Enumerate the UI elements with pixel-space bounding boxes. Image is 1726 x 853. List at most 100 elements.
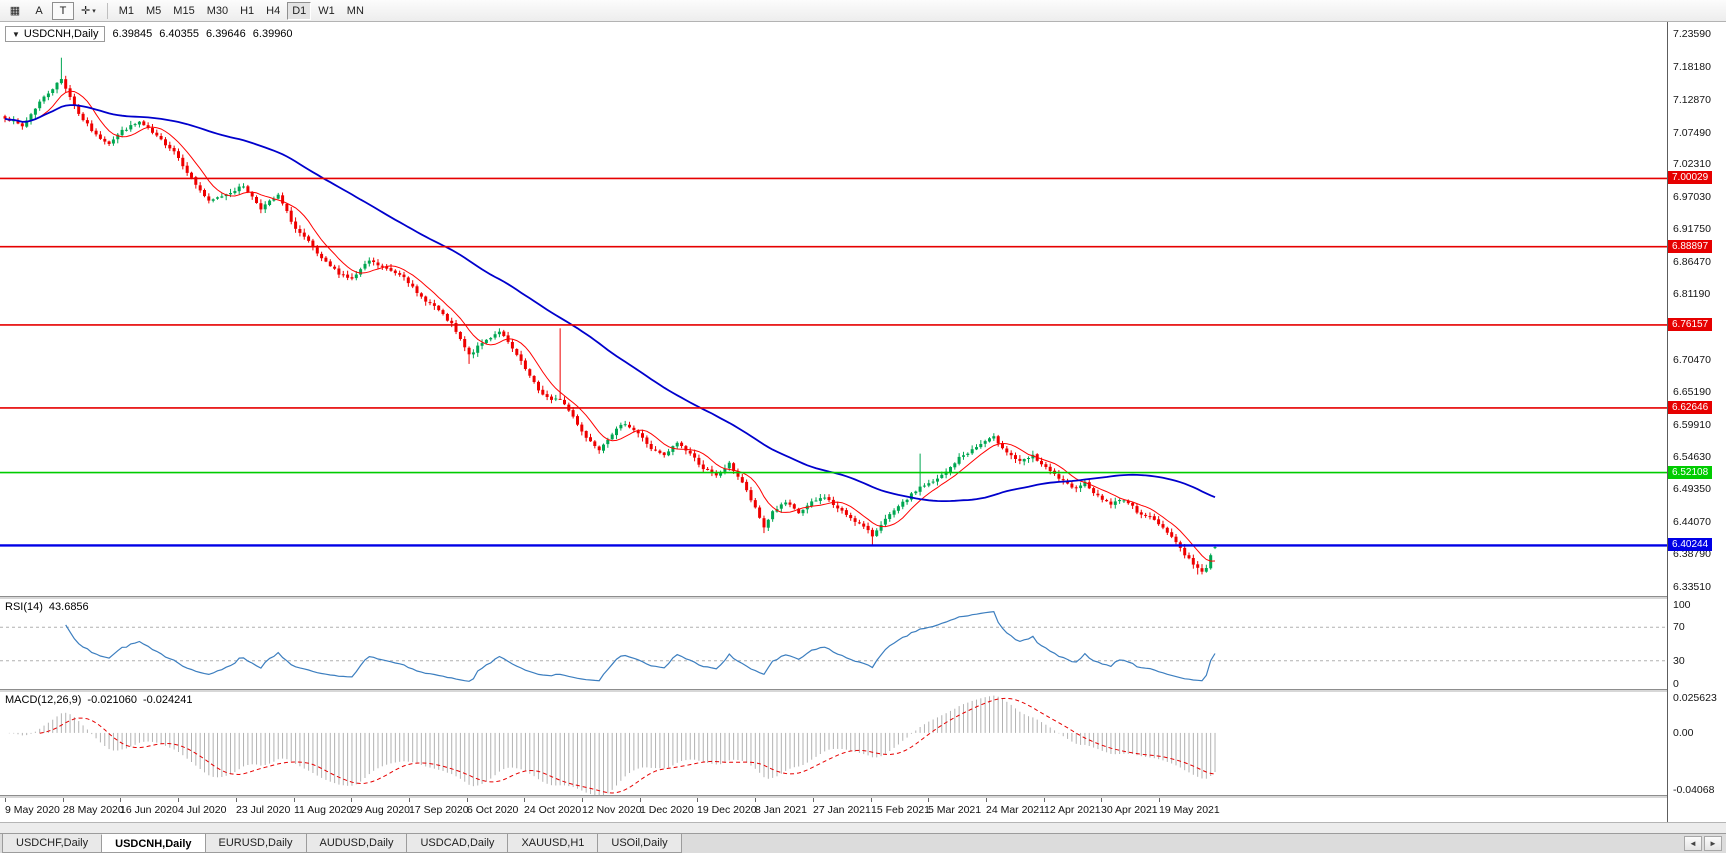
time-axis-tick (5, 798, 6, 802)
chart-region: ▼ USDCNH,Daily 6.39845 6.40355 6.39646 6.39… (0, 22, 1726, 822)
macd-axis-label: 0.025623 (1673, 692, 1717, 704)
panel-separator[interactable] (0, 795, 1726, 798)
timeframes-group: M1 M5 M15 M30 H1 H4 D1 W1 MN (113, 1, 370, 20)
axis-border (1667, 22, 1668, 822)
symbol-selector[interactable]: ▼ USDCNH,Daily (5, 26, 106, 42)
rsi-name: RSI(14) (5, 601, 43, 613)
price-axis-label: 6.91750 (1673, 223, 1711, 236)
chart-tab-audusd-daily[interactable]: AUDUSD,Daily (305, 834, 408, 853)
ohlc-values: 6.39845 6.40355 6.39646 6.39960 (112, 28, 299, 40)
price-axis-label: 6.33510 (1673, 580, 1711, 593)
timeframe-button-m5[interactable]: M5 (146, 4, 162, 17)
date-axis-label: 5 Mar 2021 (928, 804, 982, 816)
ohlc-low: 6.39646 (206, 28, 246, 40)
annotation-tool-button[interactable]: A (28, 2, 50, 20)
price-line-tag: 6.52108 (1668, 466, 1713, 479)
date-axis-label: 11 Aug 2020 (294, 804, 353, 816)
time-axis-tick (1101, 798, 1102, 802)
price-line-tag: 6.88897 (1668, 240, 1713, 253)
macd-indicator-plot[interactable] (0, 692, 1667, 795)
date-axis-label: 28 May 2020 (63, 804, 124, 816)
tab-scroll-right-button[interactable]: ► (1704, 836, 1722, 851)
rsi-current-value: 43.6856 (48, 601, 89, 613)
timeframe-button-h4[interactable]: H4 (266, 4, 281, 17)
price-axis-main[interactable]: 7.23590 7.18180 7.12870 7.07490 7.02310 6.970… (1668, 22, 1726, 596)
tab-scroll-left-button[interactable]: ◄ (1684, 836, 1702, 851)
chart-tab-usdchf-daily[interactable]: USDCHF,Daily (2, 834, 103, 853)
chart-tab-usdcad-daily[interactable]: USDCAD,Daily (406, 834, 509, 853)
time-axis-tick (697, 798, 698, 802)
price-axis-label: 7.02310 (1673, 158, 1711, 171)
time-axis-tick (1159, 798, 1160, 802)
collapse-arrow-icon: ▼ (12, 29, 20, 39)
macd-signal-line (39, 697, 1216, 794)
macd-axis[interactable]: 0.025623 0.00 -0.04068 (1668, 692, 1726, 795)
date-axis-label: 24 Mar 2021 (986, 804, 1045, 816)
date-axis-label: 23 Jul 2020 (236, 804, 291, 816)
chart-tab-usoil-daily[interactable]: USOil,Daily (597, 834, 682, 853)
date-axis-label: 16 Jun 2020 (120, 804, 178, 816)
candlestick-chart-canvas[interactable] (0, 22, 1667, 596)
panel-separator[interactable] (0, 596, 1726, 599)
chart-tabs-bar: USDCHF,Daily USDCNH,Daily EURUSD,Daily AUDU… (0, 833, 1726, 853)
charts-menu-icon: ▦ (9, 5, 21, 17)
time-axis-tick (871, 798, 872, 802)
time-axis-tick (928, 798, 929, 802)
date-axis-label: 30 Apr 2021 (1101, 804, 1158, 816)
time-axis-tick (582, 798, 583, 802)
price-axis-label: 7.18180 (1673, 60, 1711, 73)
price-axis-label: 7.12870 (1673, 93, 1711, 106)
date-axis-label: 24 Oct 2020 (524, 804, 582, 816)
date-axis-label: 6 Oct 2020 (467, 804, 519, 816)
timeframe-button-m15[interactable]: M15 (173, 4, 195, 17)
price-axis-label: 6.49350 (1673, 483, 1711, 496)
macd-histogram-group (8, 695, 1216, 795)
chart-tabs: USDCHF,Daily USDCNH,Daily EURUSD,Daily AUDU… (2, 834, 682, 853)
price-axis-label: 6.54630 (1673, 451, 1711, 464)
time-axis-tick (351, 798, 352, 802)
time-axis-tick (120, 798, 121, 802)
time-axis-tick (813, 798, 814, 802)
macd-panel: MACD(12,26,9) -0.021060 -0.024241 (0, 692, 1667, 795)
text-tool-button[interactable]: T (52, 1, 74, 20)
price-line-tag: 7.00029 (1668, 171, 1713, 184)
rsi-axis-label: 30 (1673, 654, 1685, 667)
ohlc-close: 6.39960 (252, 28, 293, 40)
drawing-tools-group: ▦ A T ✛ ▾ (3, 1, 102, 20)
chart-tab-usdcnh-daily[interactable]: USDCNH,Daily (101, 834, 206, 853)
timeframe-button-mn[interactable]: MN (346, 4, 364, 17)
time-axis[interactable]: 9 May 2020 28 May 2020 16 Jun 2020 4 Jul 20… (0, 798, 1667, 822)
time-axis-tick (63, 798, 64, 802)
dropdown-caret-icon: ▾ (92, 7, 96, 15)
main-chart-panel: ▼ USDCNH,Daily 6.39845 6.40355 6.39646 6.39… (0, 22, 1667, 596)
price-axis-label: 6.97030 (1673, 190, 1711, 203)
time-axis-tick (524, 798, 525, 802)
ma-fast-line (4, 90, 1216, 562)
chart-title: ▼ USDCNH,Daily 6.39845 6.40355 6.39646 6.39… (5, 26, 300, 42)
timeframe-button-h1[interactable]: H1 (240, 4, 255, 17)
charts-menu-button[interactable]: ▦ (4, 2, 26, 20)
timeframe-button-w1[interactable]: W1 (318, 4, 335, 17)
crosshair-tool-button[interactable]: ✛ ▾ (76, 2, 101, 20)
rsi-axis[interactable]: 100 70 30 0 (1668, 599, 1726, 689)
timeframe-button-m1[interactable]: M1 (118, 4, 135, 17)
main-toolbar: ▦ A T ✛ ▾ M1 M5 M15 M30 H1 H4 D1 W1 MN (0, 0, 1726, 22)
ohlc-open: 6.39845 (112, 28, 153, 40)
date-axis-label: 12 Nov 2020 (582, 804, 642, 816)
macd-name: MACD(12,26,9) (5, 694, 82, 706)
panel-separator[interactable] (0, 689, 1726, 692)
chart-tab-eurusd-daily[interactable]: EURUSD,Daily (204, 834, 307, 853)
date-axis-label: 1 Dec 2020 (640, 804, 694, 816)
macd-axis-label: -0.04068 (1673, 784, 1715, 795)
price-axis-label: 6.44070 (1673, 515, 1711, 528)
timeframe-button-d1[interactable]: D1 (287, 1, 312, 20)
time-axis-tick (1044, 798, 1045, 802)
chart-tab-xauusd-h1[interactable]: XAUUSD,H1 (507, 834, 599, 853)
timeframe-button-m30[interactable]: M30 (206, 4, 229, 17)
date-axis-label: 9 May 2020 (5, 804, 60, 816)
rsi-indicator-plot[interactable] (0, 599, 1667, 689)
status-strip (0, 822, 1726, 833)
price-axis[interactable]: 7.23590 7.18180 7.12870 7.07490 7.02310 6.970… (1668, 22, 1726, 822)
rsi-axis-label: 100 (1673, 599, 1691, 611)
